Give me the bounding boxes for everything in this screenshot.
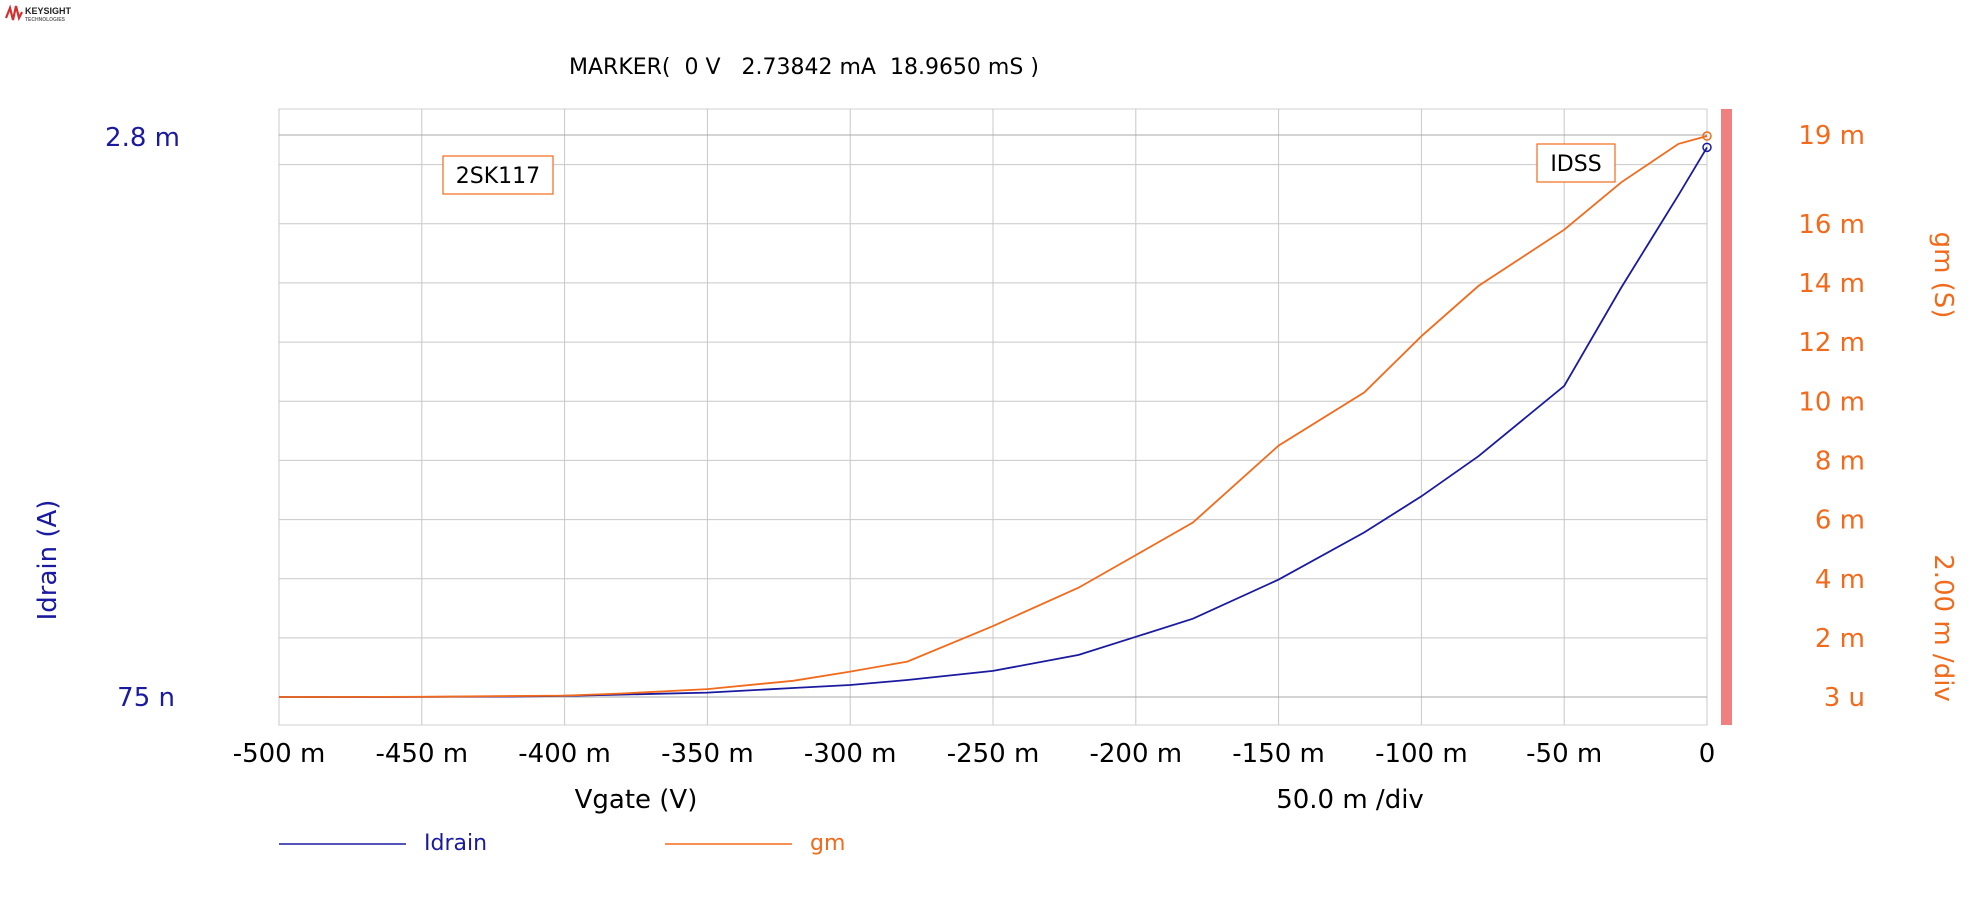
y-right-tick-label: 14 m — [1798, 269, 1865, 299]
x-tick-label: -50 m — [1526, 739, 1602, 769]
y-right-tick-label: 3 u — [1824, 683, 1865, 713]
x-tick-labels: -500 m -450 m -400 m -350 m -300 m -250 m -200… — [233, 739, 1716, 769]
y-right-tick-label: 19 m — [1798, 121, 1865, 151]
legend: Idrain gm — [279, 831, 845, 856]
x-axis-title: Vgate (V) — [575, 785, 698, 815]
y-right-div-label: 2.00 m /div — [1928, 554, 1958, 702]
x-tick-label: -350 m — [661, 739, 754, 769]
annotation-device[interactable]: 2SK117 — [442, 155, 554, 195]
x-tick-label: -500 m — [233, 739, 326, 769]
annotation-idss-label: IDSS — [1550, 152, 1601, 177]
x-tick-label: -100 m — [1375, 739, 1468, 769]
y-right-tick-label: 16 m — [1798, 210, 1865, 240]
legend-label-idrain: Idrain — [424, 831, 487, 856]
y-left-bottom-label: 75 n — [117, 683, 175, 713]
x-tick-label: -150 m — [1232, 739, 1325, 769]
x-tick-label: -450 m — [375, 739, 468, 769]
y-right-axis-title: gm (S) — [1928, 232, 1958, 319]
y-right-tick-label: 6 m — [1815, 506, 1865, 536]
y-right-tick-label: 4 m — [1815, 565, 1865, 595]
x-tick-label: -200 m — [1089, 739, 1182, 769]
legend-label-gm: gm — [810, 831, 845, 856]
x-tick-label: 0 — [1699, 739, 1716, 769]
marker-point-idrain[interactable] — [1702, 142, 1712, 153]
annotation-idss[interactable]: IDSS — [1536, 143, 1616, 183]
marker-readout: MARKER( 0 V 2.73842 mA 18.9650 mS ) — [569, 55, 1039, 80]
y-left-axis-title: Idrain (A) — [33, 500, 63, 621]
x-tick-label: -400 m — [518, 739, 611, 769]
y-right-tick-label: 10 m — [1798, 387, 1865, 417]
keysight-logo: KEYSIGHT TECHNOLOGIES — [4, 4, 72, 23]
x-tick-label: -250 m — [947, 739, 1040, 769]
y-right-tick-label: 8 m — [1815, 446, 1865, 476]
logo-sub: TECHNOLOGIES — [25, 17, 66, 23]
y-right-tick-label: 12 m — [1798, 328, 1865, 358]
marker-point-gm[interactable] — [1702, 131, 1712, 141]
vertical-scrollbar[interactable] — [1721, 109, 1732, 725]
annotation-idss-box — [1536, 143, 1616, 183]
annotation-device-label: 2SK117 — [456, 164, 540, 189]
annotation-device-box — [442, 155, 554, 195]
y-right-tick-label: 2 m — [1815, 624, 1865, 654]
logo-brand: KEYSIGHT — [25, 6, 72, 16]
y-right-tick-labels: 19 m 16 m 14 m 12 m 10 m 8 m 6 m 4 m 2 m 3 u — [1798, 121, 1865, 713]
x-tick-label: -300 m — [804, 739, 897, 769]
grid — [278, 109, 1708, 725]
x-div-label: 50.0 m /div — [1276, 785, 1424, 815]
series-line-gm — [278, 135, 1708, 698]
keysight-wave-icon — [4, 4, 23, 22]
y-left-top-label: 2.8 m — [105, 123, 180, 153]
